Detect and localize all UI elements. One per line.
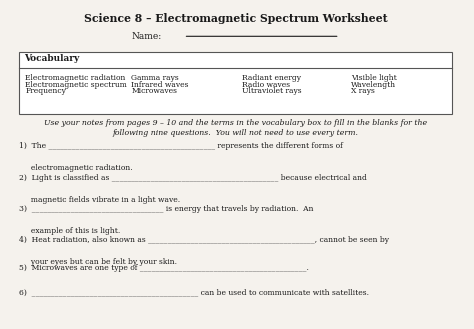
Text: 1)  The ___________________________________________ represents the different for: 1) The _________________________________… bbox=[19, 142, 343, 150]
Text: Use your notes from pages 9 – 10 and the terms in the vocabulary box to fill in : Use your notes from pages 9 – 10 and the… bbox=[44, 119, 427, 137]
Text: Ultraviolet rays: Ultraviolet rays bbox=[242, 87, 302, 95]
Text: Microwaves: Microwaves bbox=[131, 87, 177, 95]
Text: Wavelength: Wavelength bbox=[351, 81, 396, 89]
Text: 4)  Heat radiation, also known as ___________________________________________, c: 4) Heat radiation, also known as _______… bbox=[19, 236, 389, 244]
Text: Science 8 – Electromagnetic Spectrum Worksheet: Science 8 – Electromagnetic Spectrum Wor… bbox=[84, 13, 387, 24]
Text: example of this is light.: example of this is light. bbox=[19, 227, 120, 236]
Text: X rays: X rays bbox=[351, 87, 375, 95]
Text: Radiant energy: Radiant energy bbox=[242, 74, 301, 82]
Text: Gamma rays: Gamma rays bbox=[131, 74, 179, 82]
Text: Name:: Name: bbox=[131, 32, 162, 41]
Text: 2)  Light is classified as ___________________________________________ because e: 2) Light is classified as ______________… bbox=[19, 174, 367, 182]
Text: Radio waves: Radio waves bbox=[242, 81, 291, 89]
Text: 6)  ___________________________________________ can be used to communicate with : 6) _____________________________________… bbox=[19, 289, 369, 296]
Text: magnetic fields vibrate in a light wave.: magnetic fields vibrate in a light wave. bbox=[19, 196, 181, 204]
Text: your eyes but can be felt by your skin.: your eyes but can be felt by your skin. bbox=[19, 259, 177, 266]
Text: Frequency: Frequency bbox=[25, 87, 66, 95]
Text: Infrared waves: Infrared waves bbox=[131, 81, 189, 89]
Text: Vocabulary: Vocabulary bbox=[24, 54, 79, 63]
Text: 5)  Microwaves are one type of ___________________________________________.: 5) Microwaves are one type of __________… bbox=[19, 264, 309, 272]
Text: electromagnetic radiation.: electromagnetic radiation. bbox=[19, 164, 133, 172]
Text: Visible light: Visible light bbox=[351, 74, 397, 82]
Text: Electromagnetic spectrum: Electromagnetic spectrum bbox=[25, 81, 127, 89]
Text: 3)  __________________________________ is energy that travels by radiation.  An: 3) __________________________________ is… bbox=[19, 205, 314, 213]
Text: Electromagnetic radiation: Electromagnetic radiation bbox=[25, 74, 126, 82]
FancyBboxPatch shape bbox=[19, 52, 452, 114]
